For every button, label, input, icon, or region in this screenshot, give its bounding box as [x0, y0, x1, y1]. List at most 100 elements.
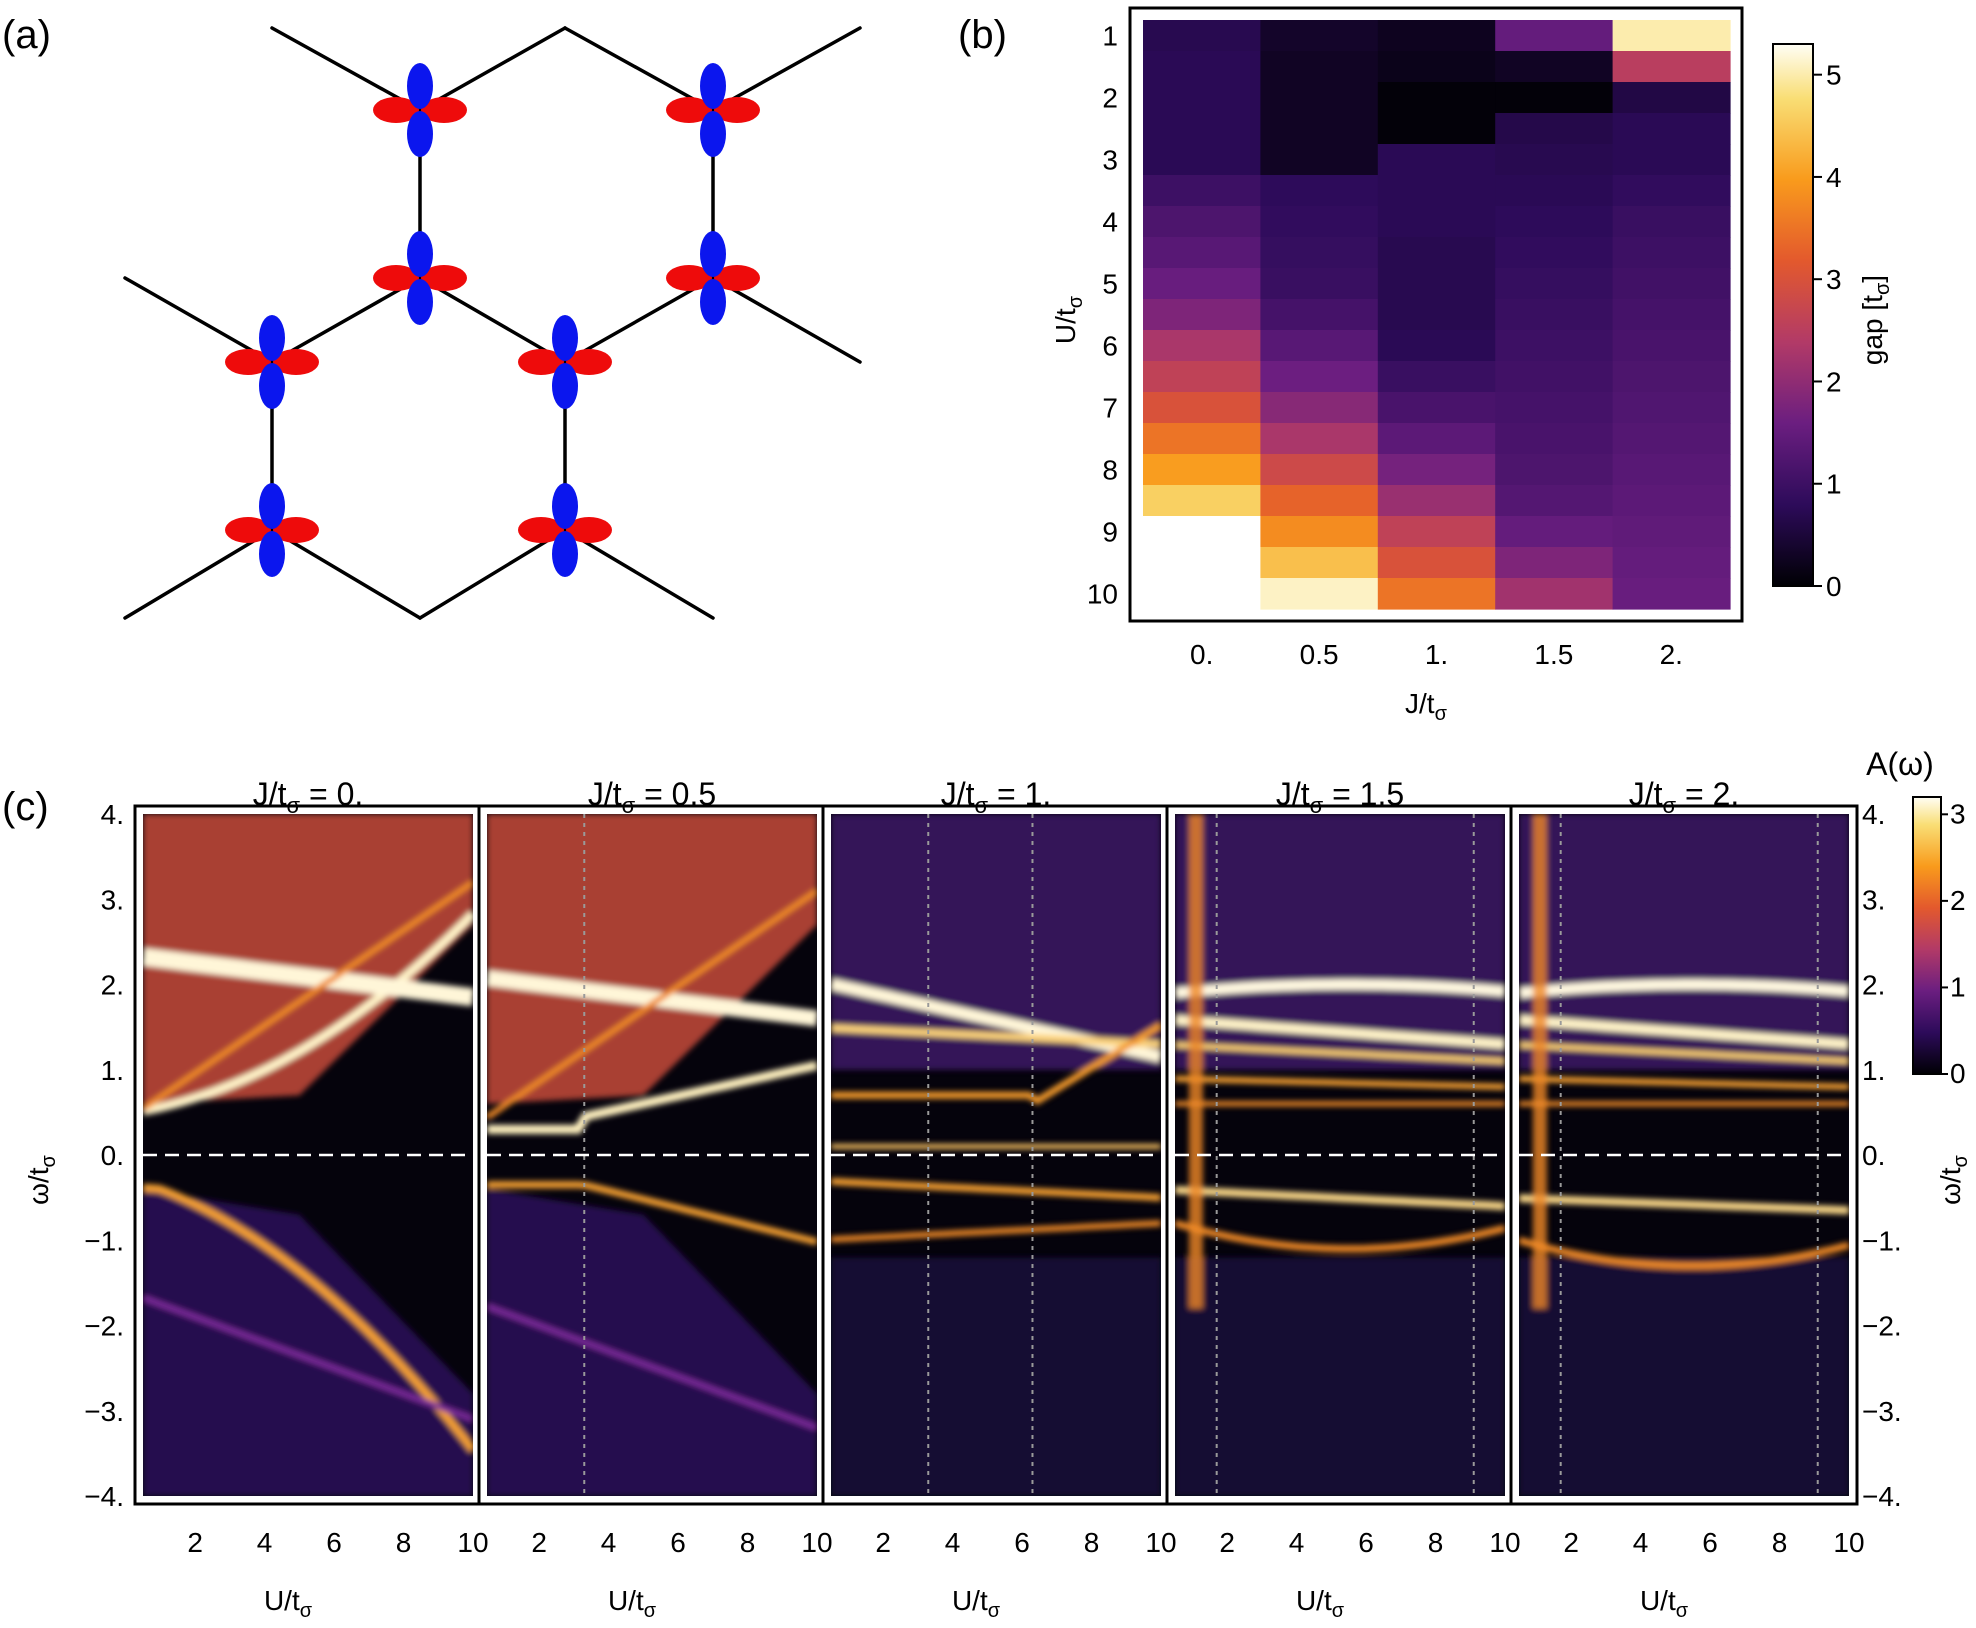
- spectral-band: [143, 1294, 473, 1423]
- spectral-subplot: J/tσ = 1. 2 4 6 8 10 U/tσ: [821, 776, 1177, 1622]
- gap-heatmap-panel: 1 2 3 4 5 6 7 8 9 10 0. 0.5 1. 1.5 2. J/tσ U/tσ 0 1 2 3 4…: [1050, 6, 1894, 725]
- gap-cell: [1377, 175, 1496, 207]
- panel-b-label: (b): [958, 13, 1007, 57]
- spectral-y-tick-right: −3.: [1862, 1396, 1902, 1427]
- spectral-y-tick-left: −1.: [84, 1225, 124, 1256]
- gap-cell: [1143, 516, 1261, 548]
- gap-cell: [1377, 299, 1496, 331]
- lattice-bond: [563, 528, 715, 620]
- gap-cell: [1143, 547, 1261, 579]
- gap-cell: [1260, 175, 1379, 207]
- spectral-band: [487, 970, 817, 1027]
- spectral-y-tick-left: 0.: [101, 1140, 124, 1171]
- red-lobe: [666, 97, 712, 123]
- gap-cell: [1260, 51, 1379, 83]
- gap-cell: [1495, 330, 1614, 362]
- gap-cell: [1260, 268, 1379, 300]
- gap-colorbar-label: gap [tσ]: [1857, 275, 1894, 365]
- lattice-bond: [418, 26, 567, 112]
- gap-cell: [1143, 330, 1261, 362]
- subplot-title: J/tσ = 1.: [941, 776, 1052, 818]
- spectral-band: [831, 1022, 1161, 1106]
- orbital-site: [518, 315, 612, 409]
- gap-y-tick: 3: [1102, 145, 1118, 176]
- gap-cell: [1612, 330, 1731, 362]
- spectral-band: [1175, 979, 1505, 999]
- gap-cell: [1377, 423, 1496, 455]
- lattice-bond: [270, 276, 422, 364]
- honeycomb-lattice-diagram: [123, 26, 862, 620]
- spectral-x-tick: 6: [1014, 1527, 1030, 1558]
- gap-cell: [1612, 206, 1731, 238]
- blue-lobe: [552, 483, 578, 529]
- spectral-y-tick-right: 4.: [1862, 799, 1885, 830]
- gap-y-tick: 10: [1087, 579, 1118, 610]
- orbital-site: [225, 483, 319, 577]
- spectral-colorbar-tick: 2: [1950, 885, 1966, 916]
- spectral-stripe: [1532, 814, 1547, 1309]
- spectral-subplot: J/tσ = 2. 2 4 6 8 10 U/tσ: [1509, 776, 1865, 1622]
- gap-cell: [1612, 268, 1731, 300]
- gap-ylabel: U/tσ: [1050, 295, 1087, 344]
- gap-cell: [1612, 51, 1731, 83]
- gap-x-tick: 0.: [1190, 639, 1213, 670]
- gap-cell: [1377, 237, 1496, 269]
- lattice-bond: [123, 528, 274, 620]
- gap-cell: [1495, 51, 1614, 83]
- spectral-subplot: J/tσ = 0. 2 4 6 8 10 U/tσ: [133, 776, 489, 1622]
- blue-lobe: [700, 63, 726, 109]
- spectral-y-ticks-left: 4. 3. 2. 1. 0. −1. −2. −3. −4.: [84, 799, 124, 1512]
- gap-cell: [1143, 423, 1261, 455]
- spectral-band: [143, 879, 473, 1112]
- red-lobe: [518, 517, 564, 543]
- blue-lobe: [552, 315, 578, 361]
- orbital-site: [373, 63, 467, 157]
- gap-cell: [1143, 485, 1261, 517]
- gap-cell: [1612, 113, 1731, 145]
- spectral-band: [487, 1303, 817, 1431]
- spectral-band: [1519, 1042, 1849, 1065]
- spectral-x-tick: 8: [1772, 1527, 1788, 1558]
- gap-cell: [1612, 578, 1731, 610]
- spectral-y-tick-left: 1.: [101, 1055, 124, 1086]
- spectral-band: [143, 910, 473, 1116]
- spectral-band: [831, 1220, 1161, 1243]
- gap-cell: [1260, 144, 1379, 176]
- gap-cell: [1143, 206, 1261, 238]
- gap-cell: [1612, 485, 1731, 517]
- spectral-colorbar-tick: 1: [1950, 971, 1966, 1002]
- gap-y-tick: 9: [1102, 517, 1118, 548]
- gap-y-tick: 6: [1102, 331, 1118, 362]
- gap-cell: [1612, 175, 1731, 207]
- gap-cell: [1495, 485, 1614, 517]
- spectral-x-tick: 2: [531, 1527, 547, 1558]
- gap-heatmap-cells: [1143, 20, 1731, 610]
- spectral-x-tick: 2: [875, 1527, 891, 1558]
- gap-cell: [1612, 144, 1731, 176]
- spectral-function-panel: J/tσ = 0.2 4 6 8 10U/tσJ/tσ = 0.52 4 6 8 10U/tσJ…: [23, 746, 1972, 1622]
- spectral-x-tick: 10: [1489, 1527, 1520, 1558]
- spectral-x-tick: 4: [1633, 1527, 1649, 1558]
- lower-continuum: [1175, 1257, 1505, 1496]
- blue-lobe: [552, 531, 578, 577]
- gap-cell: [1495, 423, 1614, 455]
- gap-cell: [1260, 485, 1379, 517]
- lattice-bond: [270, 26, 422, 112]
- spectral-y-ticks-right: 4. 3. 2. 1. 0. −1. −2. −3. −4.: [1862, 799, 1902, 1512]
- red-lobe: [566, 349, 612, 375]
- red-lobe: [373, 265, 419, 291]
- spectral-colorbar: [1912, 796, 1942, 1075]
- spectral-x-tick: 6: [670, 1527, 686, 1558]
- gap-cell: [1612, 20, 1731, 52]
- blue-lobe: [259, 483, 285, 529]
- blue-lobe: [700, 231, 726, 277]
- spectral-y-tick-left: −3.: [84, 1396, 124, 1427]
- blue-lobe: [259, 315, 285, 361]
- gap-cell: [1495, 237, 1614, 269]
- lattice-bond: [418, 276, 567, 364]
- spectral-band: [487, 1060, 817, 1134]
- spectral-x-tick: 2: [1563, 1527, 1579, 1558]
- spectral-bands: [1175, 814, 1505, 1496]
- gap-cell: [1143, 578, 1261, 610]
